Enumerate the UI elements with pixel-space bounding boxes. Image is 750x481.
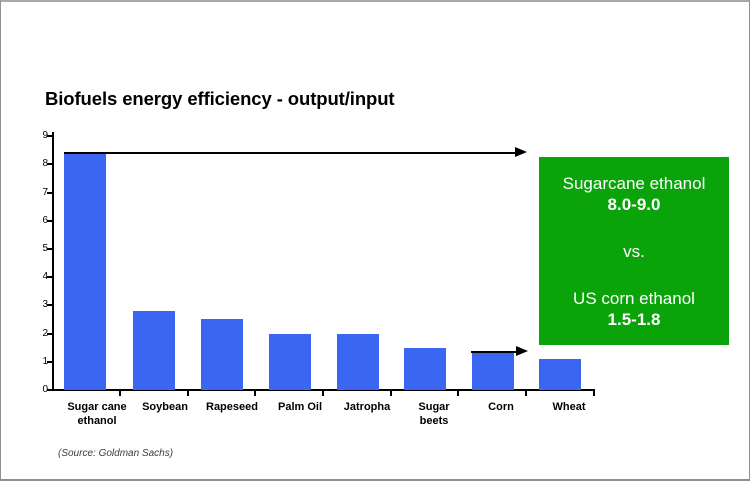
x-tick <box>322 390 324 396</box>
x-category-label: Soybean <box>142 401 188 413</box>
bar-wheat <box>539 359 581 390</box>
x-category-label: Corn <box>488 401 514 413</box>
y-tick-label: 2 <box>42 327 48 339</box>
bar-jatropha <box>337 334 379 390</box>
y-axis-line <box>52 132 54 391</box>
comparison-value-corn: 1.5-1.8 <box>607 310 661 329</box>
bar-corn <box>472 351 514 390</box>
source-note: (Source: Goldman Sachs) <box>58 448 174 459</box>
x-tick <box>525 390 527 396</box>
bar-sugar-beets <box>404 348 446 390</box>
y-tick-label: 6 <box>42 214 48 226</box>
x-category-label: Palm Oil <box>277 401 323 413</box>
y-tick-label: 7 <box>42 186 48 198</box>
y-tick <box>47 360 53 363</box>
y-tick-label: 8 <box>42 158 48 170</box>
comparison-vs: vs. <box>623 242 645 261</box>
comparison-value-sugarcane: 8.0-9.0 <box>607 195 661 214</box>
x-tick <box>457 390 459 396</box>
y-tick <box>47 276 53 279</box>
x-tick <box>593 390 595 396</box>
y-tick-label: 0 <box>42 384 48 395</box>
x-tick <box>187 390 189 396</box>
y-tick <box>47 389 53 391</box>
y-tick <box>47 332 53 335</box>
spacer <box>539 215 729 241</box>
x-category-label: Rapeseed <box>206 401 258 413</box>
y-tick <box>47 304 53 307</box>
bar-palm-oil <box>269 334 311 390</box>
y-tick-label: 5 <box>42 243 48 254</box>
x-category-label: Sugar beets <box>418 401 450 427</box>
arrow-line <box>64 152 516 154</box>
y-tick <box>47 191 53 194</box>
bar-rapeseed <box>201 319 243 390</box>
bar-soybean <box>133 311 175 390</box>
x-category-label: Sugar cane ethanol <box>67 401 127 427</box>
y-tick <box>47 219 53 222</box>
x-tick <box>254 390 256 396</box>
x-tick <box>119 390 121 396</box>
arrowhead-right-icon <box>515 147 527 157</box>
y-tick-label: 1 <box>42 355 48 367</box>
comparison-line-corn: US corn ethanol <box>573 289 695 308</box>
y-tick <box>47 248 53 250</box>
chart-title: Biofuels energy efficiency - output/inpu… <box>45 88 395 109</box>
comparison-box: Sugarcane ethanol 8.0-9.0 vs. US corn et… <box>539 157 729 345</box>
arrowhead-right-icon <box>516 346 528 356</box>
x-tick <box>390 390 392 396</box>
comparison-line-sugarcane: Sugarcane ethanol <box>562 174 706 193</box>
y-tick-label: 4 <box>42 271 48 283</box>
y-tick-label: 9 <box>42 130 48 142</box>
bar-sugar-cane-ethanol <box>64 153 106 390</box>
x-category-label: Wheat <box>552 401 586 413</box>
y-tick <box>47 135 53 138</box>
y-tick <box>47 163 53 166</box>
spacer <box>539 262 729 288</box>
arrow-line <box>471 351 517 353</box>
y-tick-label: 3 <box>42 299 48 311</box>
x-category-label: Jatropha <box>343 401 391 413</box>
